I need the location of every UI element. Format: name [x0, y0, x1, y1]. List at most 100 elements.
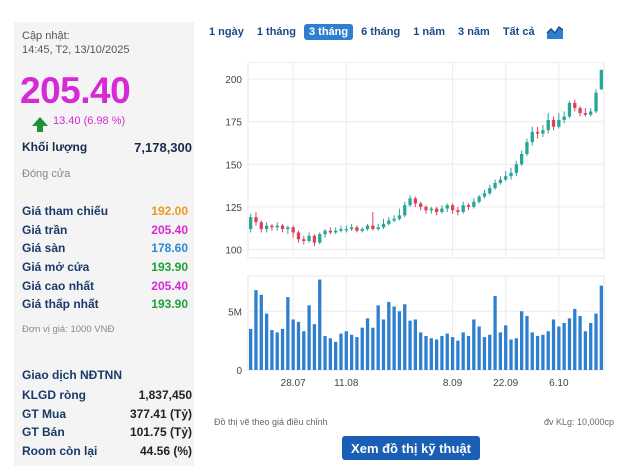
candle-body [461, 205, 465, 212]
volume-bar [280, 328, 285, 370]
volume-bar [557, 326, 561, 370]
tab-1-year[interactable]: 1 năm [413, 26, 446, 38]
candle-body [259, 222, 263, 230]
candle-body [302, 239, 306, 241]
stat-row: Giá thấp nhất 193.90 [22, 295, 188, 314]
candle-body [424, 206, 428, 211]
volume-bar [450, 337, 455, 370]
foreign-trading-stats: KLGD ròng 1,837,450 GT Mua 377.41 (Tỷ) GT … [22, 386, 192, 460]
volume-bar [440, 335, 444, 370]
volume-bar [286, 297, 290, 370]
x-tick-label: 28.07 [281, 378, 306, 389]
candle-body [594, 92, 598, 112]
foreign-row: KLGD ròng 1,837,450 [22, 386, 192, 405]
volume-bar [360, 327, 364, 370]
foreign-value: 44.56 (%) [139, 443, 192, 458]
foreign-label: KLGD ròng [22, 388, 86, 403]
candle-body [514, 164, 518, 173]
volume-bar [461, 332, 465, 370]
volume-bar [339, 333, 343, 370]
tab-6-months[interactable]: 6 tháng [361, 26, 401, 38]
candle-body [573, 102, 577, 109]
volume-bar [482, 337, 487, 370]
candle-body [275, 225, 279, 228]
candle-body [578, 108, 582, 114]
volume-bar [535, 335, 540, 370]
volume-bar [594, 313, 598, 370]
candle-body [456, 210, 460, 212]
volume-bar [318, 279, 322, 370]
candle-body [371, 225, 375, 230]
candle-body [466, 205, 471, 207]
candle-body [334, 230, 338, 233]
volume-bar [296, 321, 301, 370]
volume-bar [498, 332, 503, 370]
volume-value: 7,178,300 [134, 140, 192, 155]
volume-bar [371, 327, 375, 370]
volume-bar [519, 311, 524, 370]
candle-body [249, 217, 253, 230]
candle-body [429, 208, 433, 211]
volume-bar [249, 328, 253, 370]
stock-chart[interactable]: 100 125 150 175 200 0 5M 28.07 11.08 8.09 22.09 6.1… [204, 62, 622, 392]
stat-label: Giá sàn [22, 241, 66, 256]
candle-body [509, 172, 513, 177]
candle-body [419, 203, 423, 207]
candle-body [349, 227, 354, 230]
candle-body [270, 225, 274, 228]
foreign-row: GT Mua 377.41 (Tỷ) [22, 405, 192, 424]
volume-bar [546, 331, 550, 370]
x-tick-label: 6.10 [549, 378, 569, 389]
volume-bar [567, 318, 572, 370]
tab-all[interactable]: Tất cả [502, 26, 535, 38]
stat-row: Giá tham chiếu 192.00 [22, 202, 188, 221]
candle-body [551, 119, 556, 127]
price-tick-label: 100 [225, 245, 242, 256]
volume-bar [365, 318, 370, 370]
candle-body [488, 188, 492, 194]
volume-bar [328, 338, 333, 370]
candle-body [498, 179, 503, 184]
stat-value: 193.90 [151, 297, 188, 312]
volume-bar [488, 334, 492, 370]
foreign-label: GT Bán [22, 425, 65, 440]
stat-label: Giá thấp nhất [22, 297, 99, 312]
stat-row: Giá trần 205.40 [22, 221, 188, 240]
candle-body [493, 183, 497, 189]
tab-1-month[interactable]: 1 tháng [256, 26, 296, 38]
candle-body [519, 154, 524, 165]
candle-body [413, 198, 418, 204]
volume-row: Khối lượng 7,178,300 [22, 140, 192, 155]
technical-chart-button[interactable]: Xem đồ thị kỹ thuật [342, 436, 480, 460]
candle-body [264, 225, 269, 230]
candle-body [525, 142, 529, 155]
volume-bar [456, 340, 460, 370]
area-chart-icon[interactable] [546, 24, 564, 40]
volume-bar [551, 319, 556, 370]
volume-bar [525, 315, 529, 370]
candle-body [376, 227, 380, 230]
x-tick-label: 22.09 [493, 378, 518, 389]
candle-body [472, 201, 476, 207]
candle-body [535, 131, 540, 134]
candle-body [541, 130, 545, 134]
foreign-label: GT Mua [22, 406, 66, 421]
stat-row: Giá sàn 178.60 [22, 239, 188, 258]
volume-bar [504, 325, 508, 370]
volume-bar [429, 338, 433, 370]
candle-body [445, 205, 449, 209]
price-tick-label: 200 [225, 75, 242, 86]
volume-label: Khối lượng [22, 140, 88, 154]
candle-body [344, 229, 348, 231]
candle-body [381, 223, 386, 228]
tab-1-day[interactable]: 1 ngày [209, 26, 244, 38]
candle-body [323, 230, 327, 235]
foreign-label: Room còn lại [22, 443, 98, 458]
candle-body [339, 229, 343, 231]
volume-bar [466, 335, 471, 370]
tab-3-months[interactable]: 3 tháng [303, 24, 354, 40]
candle-body [397, 215, 402, 219]
tab-3-years[interactable]: 3 năm [458, 26, 490, 38]
candle-body [434, 208, 439, 212]
candle-body [280, 225, 285, 230]
